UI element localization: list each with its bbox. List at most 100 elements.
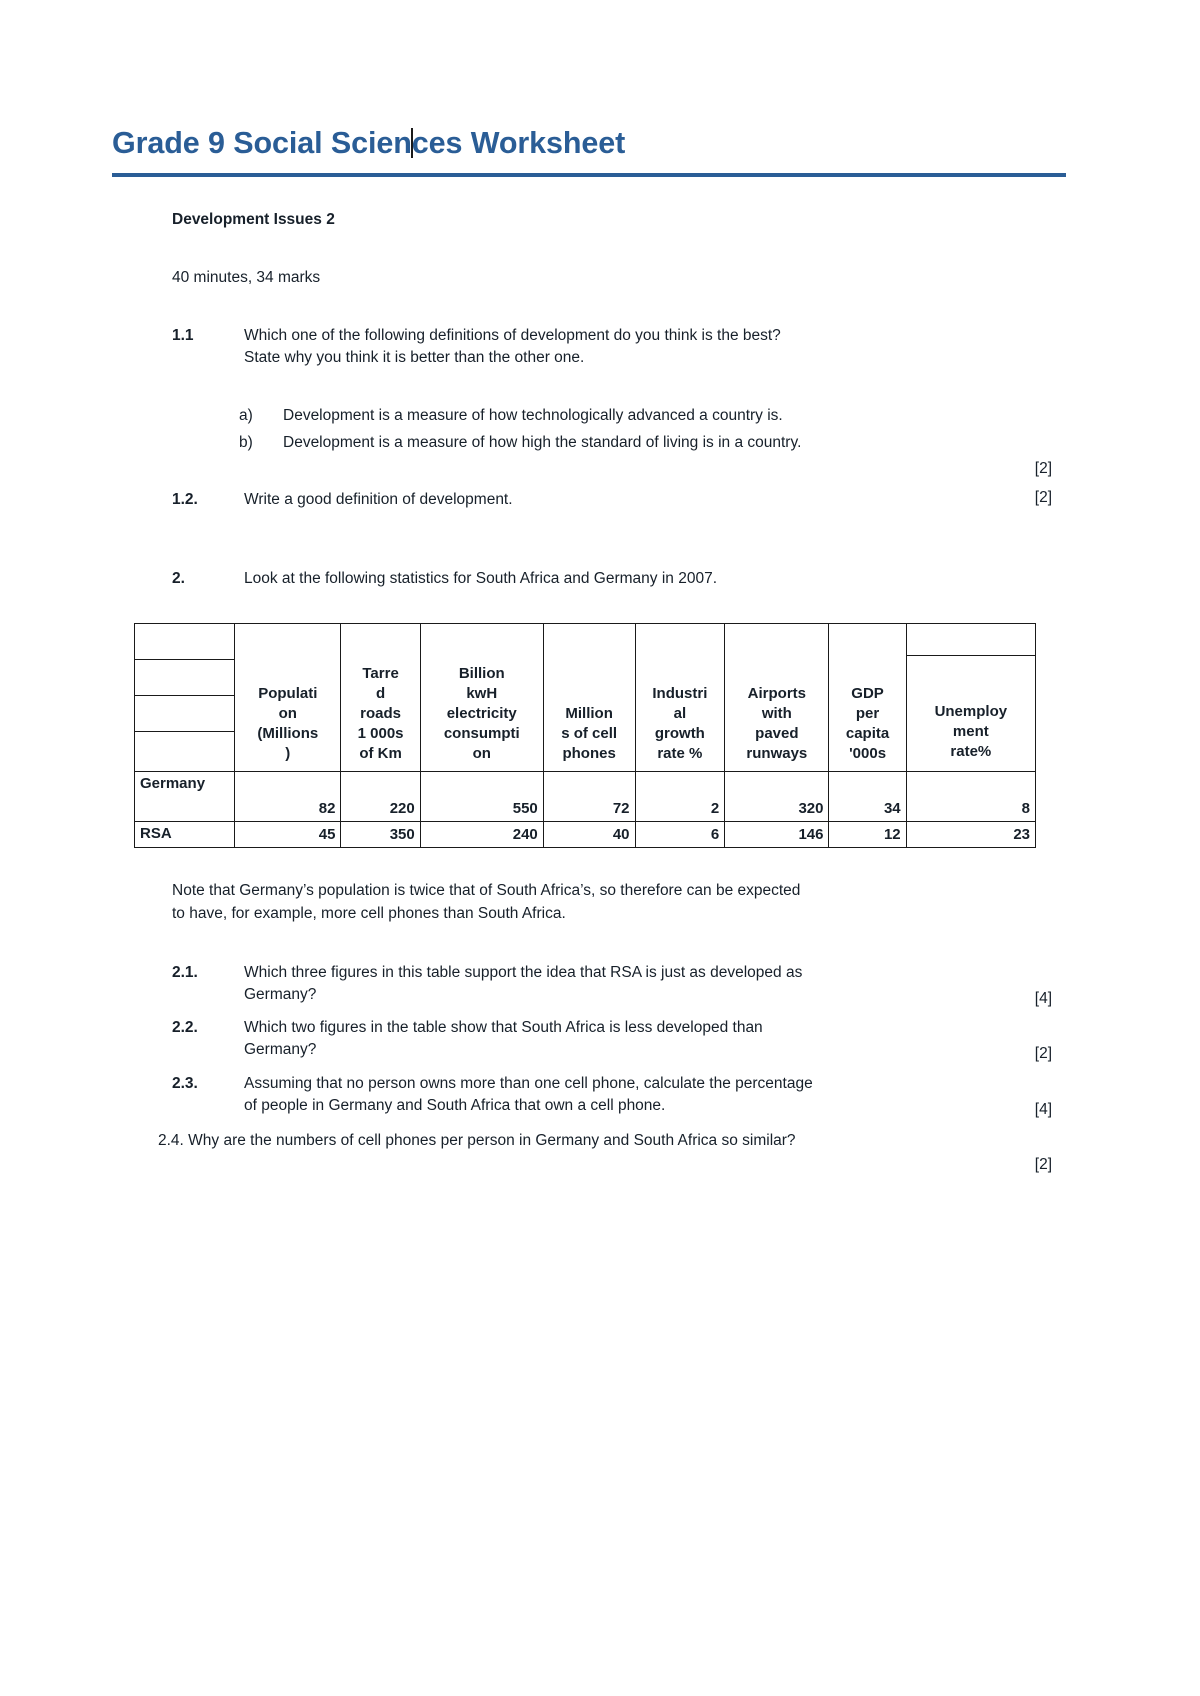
corner-divider-2 — [135, 660, 235, 696]
cell-germany-electricity: 550 — [419, 771, 544, 822]
header-line: Unemploy — [934, 703, 1008, 721]
header-line: al — [673, 705, 687, 723]
header-line: rate% — [950, 743, 992, 761]
question-2-1-line-1: Which three figures in this table suppor… — [244, 964, 803, 981]
cell-rsa-unemployment: 23 — [905, 821, 1037, 848]
header-line: of Km — [359, 745, 402, 763]
question-2-4-text: 2.4. Why are the numbers of cell phones … — [158, 1130, 1058, 1152]
option-b-text: Development is a measure of how high the… — [283, 434, 802, 451]
table-corner-cell — [133, 623, 236, 772]
table-note-line-1: Note that Germany’s population is twice … — [172, 882, 801, 899]
question-2-1-line-2: Germany? — [244, 986, 317, 1004]
column-header-airports: Airports with paved runways — [724, 623, 830, 772]
header-line: (Millions — [257, 725, 319, 743]
option-a: a) Development is a measure of how techn… — [239, 405, 783, 427]
header-line: runways — [746, 745, 808, 763]
question-1-2-number: 1.2. — [172, 491, 198, 508]
header-line: on — [472, 745, 491, 763]
question-1-1-text: Which one of the following definitions o… — [244, 325, 1052, 370]
header-line: Billion — [458, 665, 505, 683]
cell-germany-unemployment: 8 — [905, 771, 1037, 822]
column-header-electricity: Billion kwH electricity consumpti on — [419, 623, 544, 772]
header-line: ment — [952, 723, 989, 741]
option-a-label: a) — [239, 407, 253, 424]
unemployment-header-divider — [906, 624, 1035, 656]
question-1-1-number: 1.1 — [172, 327, 194, 344]
cell-germany-population: 82 — [234, 771, 342, 822]
header-line: growth — [654, 725, 705, 743]
column-header-industrial-growth: Industri al growth rate % — [634, 623, 726, 772]
table-row: Germany 82 220 550 72 2 320 34 8 — [133, 771, 1037, 822]
marks-question-2-4: [2] — [1034, 1156, 1052, 1173]
header-line: Populati — [258, 685, 318, 703]
corner-divider-1 — [135, 624, 235, 660]
column-header-tarred-roads: Tarre d roads 1 000s of Km — [340, 623, 421, 772]
question-2-4-line-1: 2.4. Why are the numbers of cell phones … — [158, 1132, 796, 1149]
table-note-line-2: to have, for example, more cell phones t… — [172, 904, 566, 922]
question-2-1-number: 2.1. — [172, 964, 198, 981]
header-line: electricity — [446, 705, 517, 723]
question-1-1: 1.1 Which one of the following definitio… — [172, 325, 1052, 370]
header-line: roads — [360, 705, 402, 723]
header-line: paved — [755, 725, 799, 743]
question-2-2-text: Which two figures in the table show that… — [244, 1017, 1052, 1062]
question-2-2: 2.2. Which two figures in the table show… — [172, 1017, 1052, 1062]
option-a-text: Development is a measure of how technolo… — [283, 407, 783, 424]
header-line: Airports — [747, 685, 807, 703]
page-title-text-before-caret: Grade 9 Social Scien — [112, 126, 412, 160]
corner-divider-3 — [135, 696, 235, 732]
header-line: 1 000s — [357, 725, 404, 743]
header-line: per — [855, 705, 880, 723]
question-2-text: Look at the following statistics for Sou… — [244, 568, 1052, 590]
option-b-label: b) — [239, 434, 253, 451]
header-line: ) — [285, 745, 291, 763]
header-line: rate % — [657, 745, 703, 763]
header-line: Million — [565, 705, 613, 723]
question-2-3-number: 2.3. — [172, 1075, 198, 1092]
corner-divider-4 — [135, 732, 234, 768]
column-header-unemployment: Unemploy ment rate% — [905, 623, 1037, 772]
question-2-3-line-1: Assuming that no person owns more than o… — [244, 1075, 813, 1092]
header-line: on — [278, 705, 297, 723]
cell-germany-cell-phones: 72 — [542, 771, 636, 822]
header-line: d — [376, 685, 386, 703]
cell-rsa-cell-phones: 40 — [542, 821, 636, 848]
worksheet-timing: 40 minutes, 34 marks — [172, 269, 321, 286]
header-line: consumpti — [443, 725, 520, 743]
question-1-2-text: Write a good definition of development. — [244, 489, 1052, 511]
cell-germany-gdp: 34 — [828, 771, 907, 822]
header-line: phones — [562, 745, 616, 763]
row-label-rsa: RSA — [133, 821, 236, 848]
header-line: with — [761, 705, 792, 723]
question-2-1: 2.1. Which three figures in this table s… — [172, 962, 1052, 1007]
cell-rsa-airports: 146 — [724, 821, 830, 848]
marks-question-1-2: [2] — [1034, 489, 1052, 506]
question-1-1-line-1: Which one of the following definitions o… — [244, 327, 781, 344]
page-title-text-after-caret: ces Worksheet — [411, 126, 626, 160]
statistics-table: Populati on (Millions ) Tarre d roads 1 … — [133, 623, 1037, 848]
title-underline-rule — [112, 173, 1066, 177]
question-2-3: 2.3. Assuming that no person owns more t… — [172, 1073, 1052, 1118]
header-line: capita — [845, 725, 890, 743]
question-1-2: 1.2. Write a good definition of developm… — [172, 489, 1052, 511]
question-2-3-line-2: of people in Germany and South Africa th… — [244, 1097, 666, 1115]
table-note: Note that Germany’s population is twice … — [172, 880, 1052, 926]
question-2-1-text: Which three figures in this table suppor… — [244, 962, 1052, 1007]
question-2-4: 2.4. Why are the numbers of cell phones … — [158, 1130, 1058, 1152]
header-line: GDP — [851, 685, 884, 703]
row-label-germany: Germany — [133, 771, 236, 822]
question-2-2-line-1: Which two figures in the table show that… — [244, 1019, 763, 1036]
question-2: 2. Look at the following statistics for … — [172, 568, 1052, 590]
column-header-gdp-per-capita: GDP per capita '000s — [828, 623, 907, 772]
cell-rsa-tarred-roads: 350 — [340, 821, 421, 848]
marks-question-1-1: [2] — [1034, 460, 1052, 477]
header-line: s of cell — [561, 725, 618, 743]
question-2-number: 2. — [172, 570, 185, 587]
page-title: Grade 9 Social Sciences Worksheet — [112, 126, 625, 161]
cell-rsa-gdp: 12 — [828, 821, 907, 848]
question-2-line-1: Look at the following statistics for Sou… — [244, 570, 718, 587]
header-line: kwH — [466, 685, 498, 703]
cell-rsa-population: 45 — [234, 821, 342, 848]
cell-germany-tarred-roads: 220 — [340, 771, 421, 822]
